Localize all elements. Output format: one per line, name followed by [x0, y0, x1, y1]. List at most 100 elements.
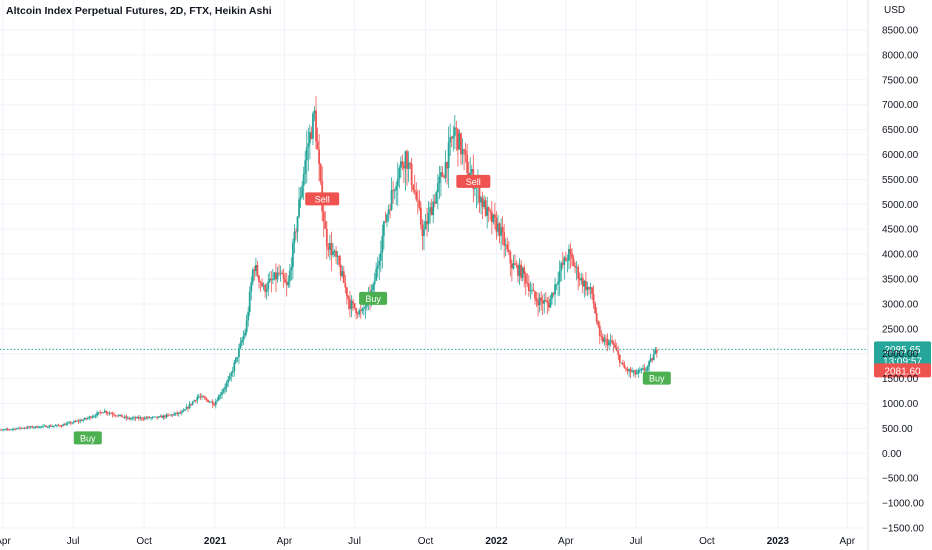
candle-body	[512, 263, 515, 269]
candle-body	[466, 154, 469, 173]
candle-body	[73, 421, 75, 423]
candle-body	[2, 429, 4, 431]
candle-body	[520, 264, 523, 279]
candle-body	[288, 270, 291, 282]
current-price-label: 2085.65	[884, 345, 921, 356]
candle-body	[248, 291, 251, 312]
candle-body	[139, 417, 142, 419]
candle-body	[216, 400, 219, 402]
candle-body	[128, 417, 131, 419]
candle-body	[97, 411, 100, 413]
candle-body	[310, 132, 313, 139]
candle-body	[313, 110, 316, 114]
candle-body	[404, 151, 407, 169]
candle-body	[429, 207, 432, 213]
candle-body	[569, 249, 572, 254]
candle-body	[330, 243, 333, 255]
candle-body	[305, 146, 308, 161]
candle-body	[440, 172, 442, 177]
candle-body	[85, 418, 88, 419]
candle-body	[102, 412, 105, 414]
candle-body	[40, 426, 43, 428]
candle-body	[407, 162, 410, 169]
candle-body	[443, 176, 445, 178]
candle-body	[655, 349, 658, 353]
candle-body	[250, 282, 253, 292]
candle-body	[236, 356, 239, 358]
candle-body	[645, 370, 647, 372]
y-tick-label: 7500.00	[882, 75, 919, 86]
y-tick-label: 500.00	[882, 424, 913, 435]
candle-body	[194, 400, 197, 402]
candle-body	[278, 272, 280, 274]
candle-body	[464, 150, 467, 155]
candle-body	[609, 340, 612, 342]
candle-body	[133, 417, 135, 419]
candle-body	[349, 299, 351, 309]
candle-body	[165, 414, 168, 418]
candle-body	[244, 332, 246, 336]
y-tick-label: 2500.00	[882, 324, 919, 335]
candle-body	[162, 415, 165, 418]
candle-body	[460, 133, 462, 155]
candle-body	[6, 428, 9, 430]
candle-body	[205, 398, 208, 400]
candle-body	[612, 342, 615, 345]
candle-body	[456, 129, 459, 150]
candle-body	[379, 252, 382, 261]
candle-body	[467, 172, 470, 176]
candle-body	[54, 425, 57, 427]
y-tick-label: 3500.00	[882, 275, 919, 286]
candle-body	[119, 414, 122, 416]
candle-body	[96, 412, 98, 416]
candle-body	[177, 412, 180, 414]
candle-body	[167, 414, 169, 416]
candle-body	[214, 401, 217, 406]
candle-body	[603, 338, 606, 342]
candle-body	[438, 176, 441, 184]
candle-body	[207, 399, 209, 403]
candle-body	[490, 211, 493, 223]
candle-body	[254, 264, 257, 271]
candle-body	[251, 269, 254, 283]
candle-body	[592, 293, 595, 304]
candle-body	[3, 429, 6, 431]
candle-body	[293, 231, 296, 243]
candle-body	[449, 137, 452, 143]
candle-body	[390, 189, 393, 210]
candle-body	[42, 425, 44, 427]
candle-body	[242, 335, 245, 341]
candle-body	[19, 427, 21, 429]
candle-body	[222, 389, 225, 393]
candle-body	[25, 427, 28, 429]
candle-body	[182, 410, 185, 412]
candle-body	[37, 427, 40, 429]
candle-body	[88, 416, 91, 418]
candle-body	[373, 280, 376, 285]
candle-body	[319, 164, 322, 181]
candle-body	[130, 418, 132, 420]
x-tick-label: Oct	[699, 536, 715, 547]
candle-body	[253, 269, 256, 271]
candle-body	[26, 426, 29, 428]
candle-body	[0, 429, 3, 431]
candle-body	[23, 427, 26, 429]
candle-body	[245, 320, 248, 333]
candle-body	[69, 422, 72, 424]
candle-body	[275, 272, 277, 280]
candle-body	[532, 289, 535, 292]
candle-body	[49, 425, 52, 427]
candle-body	[147, 416, 149, 418]
candle-body	[617, 350, 620, 355]
candle-body	[31, 426, 34, 428]
signal-label: Buy	[649, 374, 665, 384]
x-tick-label: 2023	[767, 536, 790, 547]
candle-body	[329, 243, 331, 250]
candle-body	[342, 271, 345, 283]
x-tick-label: Oct	[418, 536, 434, 547]
candle-body	[304, 160, 307, 175]
candle-body	[560, 263, 563, 271]
candle-body	[527, 283, 530, 292]
candle-body	[171, 414, 174, 416]
